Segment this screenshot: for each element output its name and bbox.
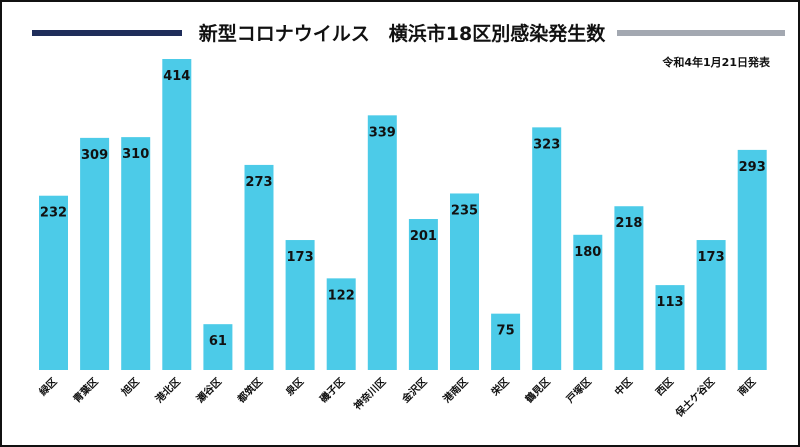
bar-18 [737, 149, 767, 370]
bar-11 [450, 193, 479, 370]
category-label: 旭区 [118, 375, 142, 399]
bar-17 [696, 240, 726, 370]
bar-9 [367, 115, 397, 370]
category-label: 西区 [653, 376, 676, 399]
bar-13 [532, 127, 562, 371]
value-label: 273 [245, 175, 272, 190]
value-label: 339 [369, 125, 396, 140]
bar-3 [121, 137, 151, 370]
category-label: 港南区 [440, 375, 470, 405]
value-label: 232 [40, 206, 67, 221]
category-label: 磯子区 [317, 375, 347, 405]
value-label: 293 [739, 160, 766, 175]
bar-6 [244, 164, 274, 370]
value-label: 201 [410, 229, 437, 244]
value-label: 61 [209, 334, 227, 349]
category-label: 緑区 [36, 375, 59, 398]
category-label: 中区 [612, 375, 635, 398]
chart-subtitle: 令和4年1月21日発表 [662, 56, 770, 69]
category-label: 青葉区 [70, 375, 100, 405]
category-label: 泉区 [282, 375, 306, 399]
bar-2 [80, 137, 110, 370]
category-label: 栄区 [488, 375, 512, 399]
category-label: 金沢区 [398, 375, 429, 406]
chart-title: 新型コロナウイルス 横浜市18区別感染発生数 [198, 23, 606, 45]
bar-5 [203, 324, 233, 370]
value-label: 310 [122, 147, 149, 162]
category-label: 戸塚区 [564, 375, 594, 405]
bar-7 [285, 240, 315, 370]
bar-4 [162, 59, 192, 370]
value-label: 173 [698, 250, 725, 265]
value-label: 113 [656, 295, 683, 310]
category-label: 都筑区 [234, 375, 265, 406]
bar-10 [408, 219, 438, 370]
category-label: 鶴見区 [522, 375, 552, 405]
value-label: 218 [615, 216, 642, 231]
value-label: 122 [328, 288, 355, 303]
value-label: 414 [163, 69, 190, 84]
value-label: 75 [497, 324, 515, 339]
value-label: 235 [451, 203, 478, 218]
bar-1 [39, 195, 68, 370]
bar-15 [614, 206, 644, 370]
bar-16 [655, 285, 685, 370]
category-label: 港北区 [153, 375, 183, 405]
title-decoration-right [617, 30, 785, 36]
value-label: 180 [574, 245, 601, 260]
title-row: 新型コロナウイルス 横浜市18区別感染発生数 [2, 2, 798, 62]
title-decoration-left [32, 30, 182, 36]
category-label: 神奈川区 [351, 375, 388, 412]
bar-12 [491, 313, 521, 370]
value-label: 323 [533, 137, 560, 152]
category-label: 保土ケ谷区 [672, 375, 717, 420]
category-label: 瀬谷区 [194, 375, 224, 405]
value-label: 309 [81, 148, 108, 163]
category-label: 南区 [735, 375, 758, 398]
bar-8 [326, 278, 356, 370]
bar-14 [573, 234, 603, 370]
value-label: 173 [287, 250, 314, 265]
